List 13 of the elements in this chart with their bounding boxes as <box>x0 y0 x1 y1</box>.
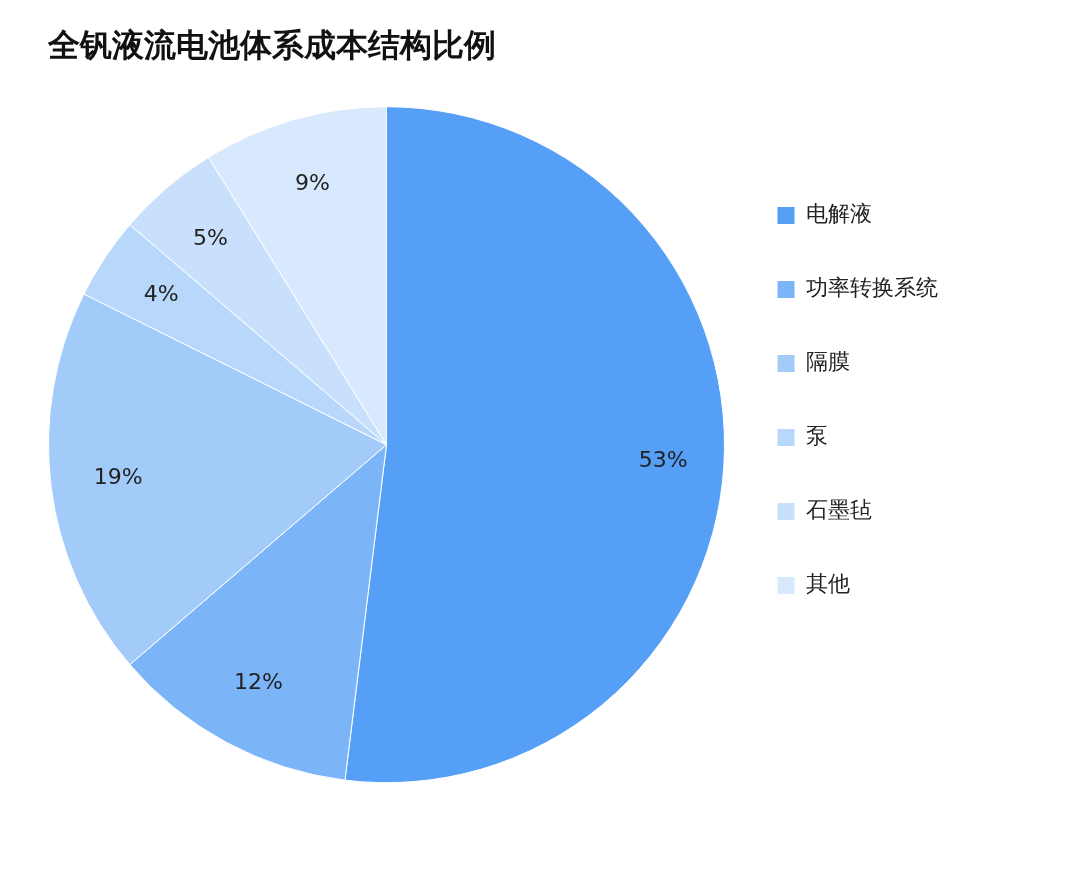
data-label: 5% <box>193 225 229 251</box>
legend-label: 电解液 <box>806 201 872 227</box>
data-label: 4% <box>143 281 179 307</box>
legend-label: 功率转换系统 <box>806 275 938 301</box>
data-label: 12% <box>234 668 284 694</box>
legend-label: 泵 <box>806 423 828 449</box>
data-label: 53% <box>638 447 688 473</box>
chart-title: 全钒液流电池体系成本结构比例 <box>47 25 496 64</box>
data-label: 9% <box>295 170 330 196</box>
legend-label: 其他 <box>806 571 850 597</box>
data-label: 19% <box>93 463 143 489</box>
legend-label: 石墨毡 <box>806 497 872 523</box>
legend-label: 隔膜 <box>806 349 850 375</box>
